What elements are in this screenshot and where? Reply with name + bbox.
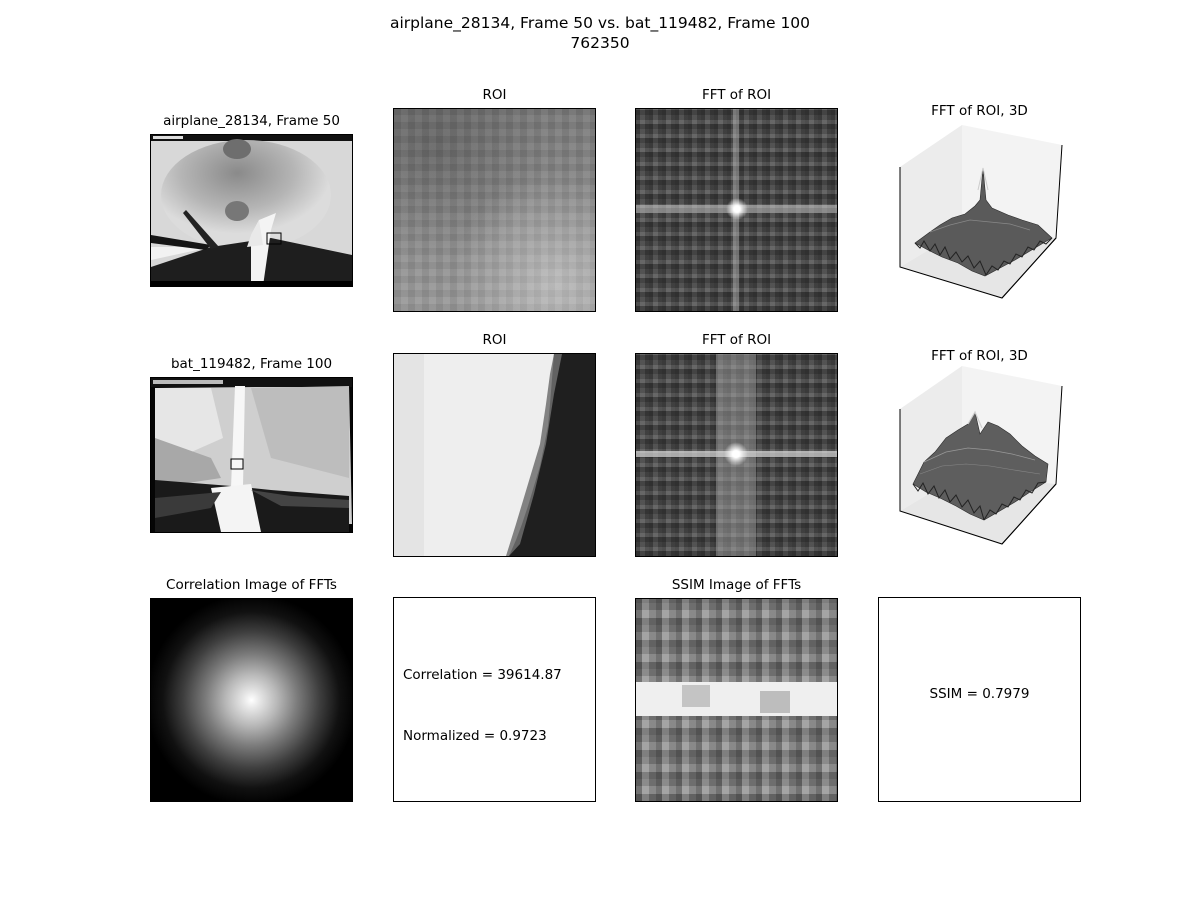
roi-edge-render	[394, 354, 595, 556]
panel-title-fft-2: FFT of ROI	[701, 332, 772, 348]
airplane-frame-render	[151, 135, 352, 286]
panel-title-roi-1: ROI	[482, 87, 507, 103]
fft-image-1	[635, 108, 838, 312]
panel-title-roi-2: ROI	[482, 332, 507, 348]
panel-title-image-2: bat_119482, Frame 100	[170, 356, 333, 372]
fft-3d-surface-1	[880, 120, 1080, 310]
surface-plot-2	[899, 366, 1063, 545]
figure-title: airplane_28134, Frame 50 vs. bat_119482,…	[389, 14, 811, 32]
roi-image-1	[393, 108, 596, 312]
fft-dc-peak	[726, 198, 748, 220]
ssim-bright-band	[636, 682, 837, 716]
panel-title-ssim-image: SSIM Image of FFTs	[671, 577, 802, 593]
bat-frame-render	[151, 378, 352, 532]
panel-title-image-1: airplane_28134, Frame 50	[163, 113, 340, 129]
fft-dc-peak	[724, 442, 748, 466]
ssim-patch-left	[682, 685, 710, 707]
surface-plot-1	[899, 125, 1063, 299]
fft-3d-surface-2	[880, 364, 1080, 554]
correlation-text-panel: Correlation = 39614.87 Normalized = 0.97…	[393, 597, 596, 802]
ssim-patch-right	[760, 691, 790, 713]
ssim-image	[635, 598, 838, 802]
panel-title-fft-1: FFT of ROI	[701, 87, 772, 103]
panel-title-fft3d-1: FFT of ROI, 3D	[931, 103, 1028, 119]
source-image-1	[150, 134, 353, 287]
normalized-value: Normalized = 0.9723	[403, 728, 547, 744]
panel-title-fft3d-2: FFT of ROI, 3D	[931, 348, 1028, 364]
correlation-image	[150, 598, 353, 802]
roi-image-2	[393, 353, 596, 557]
correlation-value: Correlation = 39614.87	[403, 667, 562, 683]
ssim-value: SSIM = 0.7979	[929, 686, 1030, 702]
panel-title-correlation-image: Correlation Image of FFTs	[166, 577, 337, 593]
ssim-text-panel: SSIM = 0.7979	[878, 597, 1081, 802]
source-image-2	[150, 377, 353, 533]
fft-image-2	[635, 353, 838, 557]
figure-subtitle-id: 762350	[570, 34, 630, 52]
